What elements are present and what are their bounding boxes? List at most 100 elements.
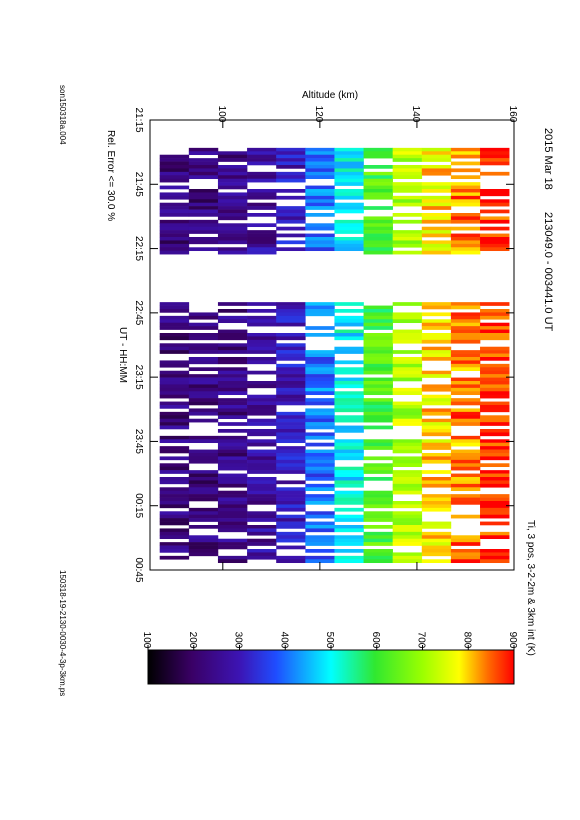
heatmap-cell	[188, 497, 219, 502]
heatmap-cell	[247, 442, 277, 447]
heatmap-cell	[334, 367, 364, 372]
heatmap-cell	[392, 555, 423, 560]
heatmap-cell	[159, 247, 190, 252]
heatmap-cell	[334, 398, 364, 402]
heatmap-cell	[276, 370, 306, 375]
heatmap-cell	[334, 425, 364, 430]
heatmap-cell	[247, 483, 277, 488]
heatmap-cell	[247, 394, 277, 399]
heatmap-cell	[421, 497, 452, 502]
heatmap-cell	[276, 525, 306, 529]
heatmap-cell	[334, 178, 364, 183]
heatmap-cell	[188, 161, 219, 166]
heatmap-cell	[188, 384, 219, 389]
heatmap-cell	[363, 237, 393, 241]
heatmap-cell	[159, 381, 190, 385]
heatmap-cell	[305, 511, 335, 516]
heatmap-cell	[188, 473, 219, 478]
heatmap-cell	[247, 333, 277, 337]
heatmap-cell	[159, 315, 190, 320]
heatmap-cell	[276, 178, 306, 183]
heatmap-cell	[217, 459, 248, 464]
date-title: 2015 Mar 18	[542, 128, 554, 190]
heatmap-cell	[450, 216, 481, 221]
heatmap-cell	[188, 158, 219, 162]
heatmap-cell	[480, 226, 510, 231]
axes: 100 120 140 160 21:15 21:45 22:15 22:45 23:15 23:…	[133, 106, 518, 583]
heatmap-cell	[363, 326, 393, 330]
heatmap-cell	[247, 549, 277, 553]
heatmap-cell	[450, 384, 481, 389]
heatmap-cell	[334, 501, 364, 505]
heatmap-cell	[217, 518, 248, 522]
heatmap-cell	[421, 411, 452, 416]
heatmap-cell	[363, 531, 393, 536]
heatmap-cell	[450, 535, 481, 540]
heatmap-cell	[276, 432, 306, 437]
heatmap-cell	[334, 165, 364, 169]
heatmap-cell	[421, 480, 452, 485]
heatmap-cell	[392, 483, 423, 488]
heatmap-cell	[217, 453, 248, 457]
heatmap-cell	[159, 171, 190, 176]
heatmap-cell	[305, 158, 335, 162]
heatmap-cell	[421, 552, 452, 557]
heatmap-cell	[421, 521, 452, 526]
heatmap-cell	[305, 202, 335, 207]
heatmap-cell	[217, 333, 248, 337]
heatmap-cell	[217, 405, 248, 409]
heatmap-cell	[188, 477, 219, 481]
heatmap-cell	[480, 147, 510, 152]
heatmap-cell	[305, 223, 335, 228]
heatmap-cell	[450, 250, 481, 255]
heatmap-cell	[421, 247, 452, 252]
heatmap-cell	[392, 487, 423, 492]
colorbar-tick-label: 700	[416, 632, 427, 649]
heatmap-cell	[392, 315, 423, 320]
heatmap-cell	[363, 247, 393, 252]
heatmap-cell	[276, 439, 306, 444]
heatmap-cell	[217, 480, 248, 485]
heatmap-cell	[305, 559, 335, 564]
heatmap-cell	[480, 449, 510, 454]
heatmap-cell	[305, 206, 335, 210]
heatmap-cell	[305, 415, 335, 420]
heatmap-cell	[276, 470, 306, 474]
heatmap-cell	[421, 151, 452, 156]
heatmap-cell	[159, 490, 190, 495]
heatmap-cell	[159, 226, 190, 231]
heatmap-cell	[334, 175, 364, 180]
heatmap-cell	[247, 302, 277, 306]
heatmap-cell	[480, 559, 510, 564]
heatmap-cell	[392, 528, 423, 533]
heatmap-cell	[276, 165, 306, 169]
heatmap-cell	[276, 535, 306, 540]
heatmap-cell	[305, 357, 335, 361]
heatmap-cell	[421, 189, 452, 193]
heatmap-cell	[480, 240, 510, 245]
heatmap-cell	[421, 312, 452, 317]
heatmap-cell	[247, 429, 277, 433]
heatmap-cell	[305, 195, 335, 200]
time-range-title: 213049.0 - 003441.0 UT	[542, 212, 554, 332]
heatmap-cell	[276, 350, 306, 354]
heatmap-cell	[305, 418, 335, 423]
ti-param-label: Ti, 3 pos, 3-2-2m & 3km int (K)	[525, 520, 536, 656]
heatmap-cell	[334, 189, 364, 193]
heatmap-cell	[334, 333, 364, 337]
heatmap-cell	[217, 449, 248, 454]
heatmap-cell	[363, 367, 393, 372]
heatmap-cell	[159, 161, 190, 166]
heatmap-cell	[217, 185, 248, 190]
heatmap-cell	[217, 213, 248, 217]
heatmap-cell	[392, 514, 423, 519]
heatmap-cell	[305, 374, 335, 378]
heatmap-cell	[217, 154, 248, 159]
heatmap-cell	[247, 147, 277, 152]
heatmap-cell	[392, 387, 423, 392]
heatmap-cell	[276, 206, 306, 210]
heatmap-cell	[305, 549, 335, 553]
heatmap-cell	[450, 192, 481, 197]
heatmap-cell	[276, 422, 306, 426]
heatmap-cell	[276, 531, 306, 536]
